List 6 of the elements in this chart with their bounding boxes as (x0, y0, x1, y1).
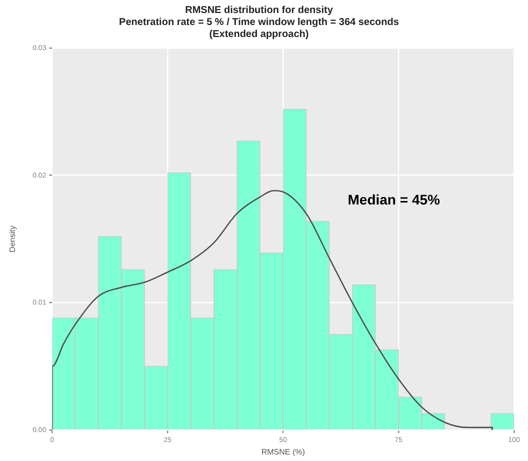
text: (Extended approach) (209, 28, 309, 40)
y-axis-title: Density (8, 226, 18, 252)
x-axis-title: RMSNE (%) (261, 447, 306, 456)
chart-title: RMSNE distribution for density (185, 4, 334, 16)
text: Penetration rate = 5 % / Time window length = 364 seconds (119, 16, 399, 28)
annotation: Median = 45% (348, 192, 441, 208)
